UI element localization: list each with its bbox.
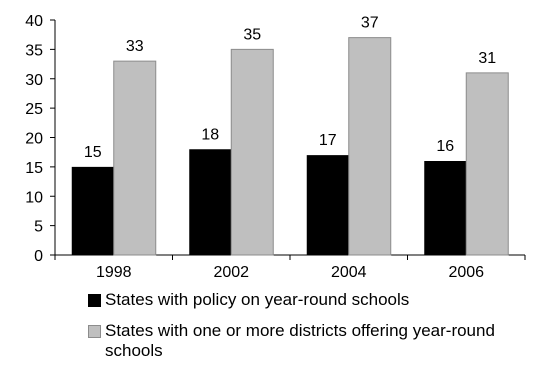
x-tick-label: 1998 — [96, 264, 132, 281]
data-label: 37 — [361, 15, 379, 32]
y-tick-label: 10 — [25, 189, 43, 206]
bar-districts — [348, 37, 392, 256]
legend-item-series-2: States with one or more districts offeri… — [88, 321, 528, 361]
legend-label-series-1: States with policy on year-round schools — [105, 290, 410, 309]
data-label: 18 — [201, 126, 219, 143]
data-label: 16 — [436, 138, 454, 155]
bar-policy — [424, 161, 467, 255]
bar-chart: 0 5 10 15 20 25 30 35 40 1998 15 33 2002 18 35 2004 17 37… — [25, 13, 526, 281]
bar-policy — [71, 166, 114, 255]
bar-districts — [465, 72, 509, 256]
y-tick-label: 15 — [25, 160, 43, 177]
data-label: 35 — [243, 26, 261, 43]
data-label: 15 — [84, 144, 102, 161]
legend-swatch-gray — [88, 325, 101, 338]
legend-item-series-1: States with policy on year-round schools — [88, 290, 528, 310]
y-tick-label: 40 — [25, 13, 43, 30]
bar-districts — [113, 60, 157, 256]
y-tick-label: 5 — [34, 219, 43, 236]
data-label: 33 — [126, 38, 144, 55]
y-tick-label: 0 — [34, 248, 43, 265]
y-tick-label: 25 — [25, 101, 43, 118]
y-tick-label: 35 — [25, 42, 43, 59]
bar-policy — [189, 149, 232, 255]
legend-swatch-black — [88, 294, 101, 307]
bar-policy — [306, 155, 349, 255]
y-tick-label: 20 — [25, 131, 43, 148]
x-tick-label: 2002 — [213, 264, 249, 281]
legend-label-series-2: States with one or more districts offeri… — [105, 321, 495, 360]
data-label: 17 — [319, 132, 337, 149]
x-tick-label: 2004 — [331, 264, 367, 281]
y-tick-label: 30 — [25, 72, 43, 89]
x-tick-label: 2006 — [448, 264, 484, 281]
data-label: 31 — [478, 50, 496, 67]
bar-districts — [230, 48, 274, 256]
legend: States with policy on year-round schools… — [88, 290, 528, 361]
